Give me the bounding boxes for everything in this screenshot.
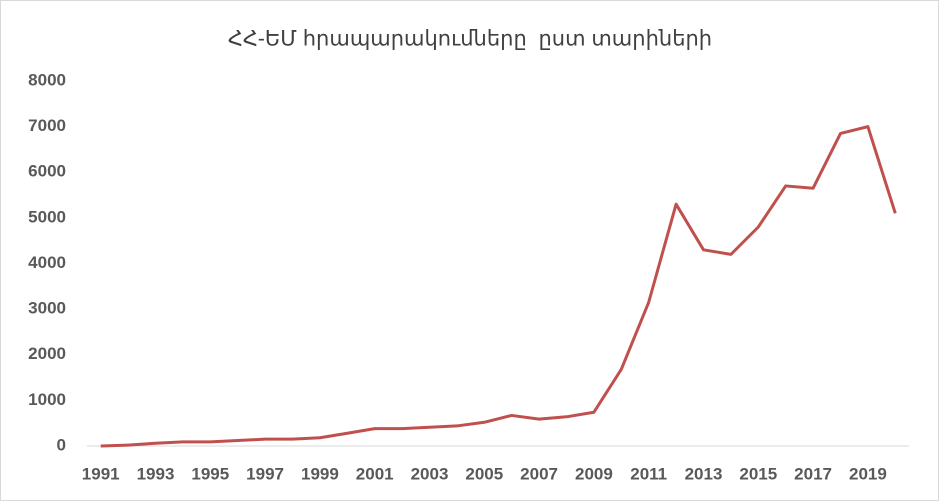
- y-tick-label: 0: [57, 435, 66, 454]
- x-tick-label: 2011: [630, 464, 667, 483]
- data-line: [100, 125, 897, 448]
- y-tick-label: 2000: [28, 344, 66, 363]
- x-tick-label: 2017: [794, 464, 832, 483]
- x-tick-label: 2013: [685, 464, 723, 483]
- y-tick-label: 3000: [28, 299, 66, 318]
- x-tick-label: 2003: [411, 464, 449, 483]
- y-tick-label: 5000: [28, 207, 66, 226]
- x-tick-label: 1993: [137, 464, 175, 483]
- x-tick-label: 2009: [575, 464, 613, 483]
- x-tick-label: 1995: [191, 464, 229, 483]
- x-tick-label: 1999: [301, 464, 339, 483]
- y-tick-label: 1000: [28, 390, 66, 409]
- x-tick-label: 2005: [465, 464, 503, 483]
- y-tick-label: 4000: [28, 253, 66, 272]
- y-tick-label: 8000: [28, 70, 66, 89]
- y-tick-label: 6000: [28, 162, 66, 181]
- y-tick-label: 7000: [28, 116, 66, 135]
- x-tick-label: 1997: [246, 464, 284, 483]
- x-tick-label: 2001: [356, 464, 394, 483]
- x-tick-label: 2015: [739, 464, 777, 483]
- chart-title: ՀՀ-ԵՄ հրապարակումները ըստ տարիների: [228, 28, 712, 51]
- x-tick-label: 2007: [520, 464, 558, 483]
- x-tick-label: 2019: [849, 464, 887, 483]
- x-tick-label: 1991: [82, 464, 120, 483]
